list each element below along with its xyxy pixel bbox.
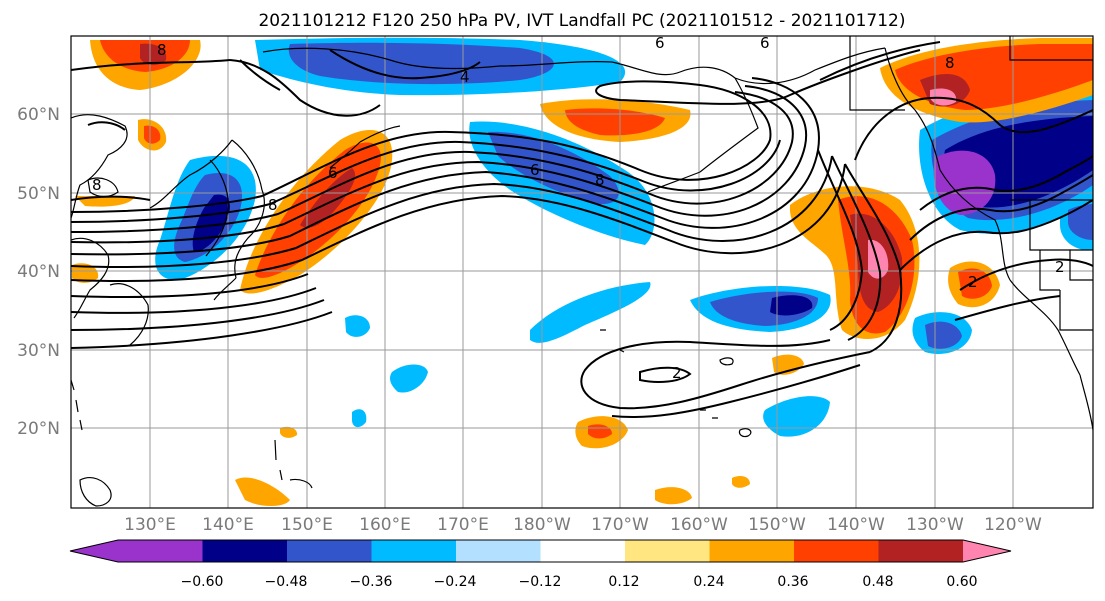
- colorbar-tick-label: −0.12: [519, 574, 562, 590]
- pv-positive-region: [75, 196, 135, 207]
- contour-labels: 8 4 6 8 6 8 8 6 2 2 2 8 6: [92, 34, 1065, 382]
- pv-negative-region: [288, 42, 554, 85]
- lon-label: 180°W: [513, 515, 571, 535]
- colorbar-tick-label: 0.48: [862, 574, 893, 590]
- pv-positive-region: [72, 263, 99, 283]
- pv-negative-region: [1068, 204, 1093, 240]
- lon-label: 140°W: [827, 515, 885, 535]
- lat-label: 60°N: [17, 105, 60, 125]
- colorbar-tick-labels: −0.60 −0.48 −0.36 −0.24 −0.12 0.12 0.24 …: [181, 574, 978, 590]
- pv-negative-region: [763, 396, 830, 437]
- colorbar-tick-label: −0.24: [434, 574, 477, 590]
- colorbar-tick-label: 0.24: [693, 574, 724, 590]
- colorbar-tick-label: −0.60: [181, 574, 224, 590]
- pv-negative-region: [352, 409, 367, 428]
- pv-positive-region: [235, 477, 290, 506]
- colorbar-segment: [794, 540, 879, 562]
- colorbar-tick-label: 0.12: [608, 574, 639, 590]
- contour-label: 6: [655, 34, 665, 52]
- coastlines: [71, 36, 1093, 507]
- lat-label: 30°N: [17, 341, 60, 361]
- pv-shading: [72, 37, 1093, 506]
- colorbar: [69, 539, 1012, 563]
- lon-label: 120°W: [984, 515, 1042, 535]
- longitude-labels: 130°E 140°E 150°E 160°E 170°E 180°W 170°…: [124, 515, 1042, 535]
- colorbar-segment: [709, 540, 795, 562]
- gridlines: [71, 36, 1093, 508]
- pv-negative-region: [925, 321, 962, 349]
- pv-positive-region: [732, 476, 750, 488]
- contour-label: 8: [92, 176, 102, 194]
- lon-label: 160°E: [359, 515, 411, 535]
- lat-label: 40°N: [17, 262, 60, 282]
- colorbar-segment: [202, 540, 288, 562]
- pv-negative-region: [345, 315, 370, 337]
- contour-label: 6: [760, 34, 770, 52]
- colorbar-tick-label: 0.60: [946, 574, 977, 590]
- colorbar-segment: [878, 540, 964, 562]
- contour-label: 8: [157, 41, 167, 59]
- colorbar-tick-label: 0.36: [777, 574, 808, 590]
- contour-label: 2: [1055, 258, 1065, 276]
- colorbar-segment: [625, 540, 710, 562]
- colorbar-outline: [69, 539, 1012, 563]
- contour-label: 6: [328, 164, 338, 182]
- latitude-labels: 60°N 50°N 40°N 30°N 20°N: [17, 105, 60, 439]
- colorbar-segment: [456, 540, 541, 562]
- pv-negative-region: [770, 295, 813, 316]
- colorbar-segment: [287, 540, 372, 562]
- contour-label: 8: [945, 54, 955, 72]
- lon-label: 140°E: [202, 515, 254, 535]
- lat-label: 20°N: [17, 419, 60, 439]
- pv-positive-region: [930, 88, 957, 106]
- colorbar-extend-high: [963, 540, 1011, 562]
- contour-label: 2: [968, 273, 978, 291]
- colorbar-segment: [371, 540, 457, 562]
- contour-label: 4: [460, 68, 470, 86]
- map-frame: [70, 35, 1094, 509]
- lon-label: 150°E: [281, 515, 333, 535]
- lon-label: 130°W: [906, 515, 964, 535]
- lon-label: 170°W: [591, 515, 649, 535]
- contour-label: 2: [672, 364, 682, 382]
- pv-positive-region: [144, 125, 161, 144]
- lon-label: 150°W: [748, 515, 806, 535]
- pv-positive-region: [565, 108, 665, 136]
- lat-label: 50°N: [17, 184, 60, 204]
- colorbar-segment: [118, 540, 203, 562]
- pv-negative-region: [390, 364, 428, 393]
- colorbar-tick-label: −0.36: [350, 574, 393, 590]
- figure-title: 2021101212 F120 250 hPa PV, IVT Landfall…: [258, 11, 905, 31]
- lon-label: 160°W: [670, 515, 728, 535]
- lon-label: 130°E: [124, 515, 176, 535]
- colorbar-tick-label: −0.48: [265, 574, 308, 590]
- pv-positive-region: [140, 43, 167, 66]
- pv-positive-region: [655, 487, 692, 505]
- pv-negative-region: [933, 150, 996, 215]
- pv-negative-region: [488, 131, 619, 205]
- ivt-contours: [71, 41, 1093, 419]
- contour-label: 8: [595, 171, 605, 189]
- pv-positive-region: [280, 426, 298, 438]
- contour-label: 8: [268, 196, 278, 214]
- colorbar-segment: [540, 540, 626, 562]
- pv-positive-region: [300, 168, 356, 228]
- colorbar-extend-low: [70, 540, 118, 562]
- lon-label: 170°E: [437, 515, 489, 535]
- contour-label: 6: [530, 161, 540, 179]
